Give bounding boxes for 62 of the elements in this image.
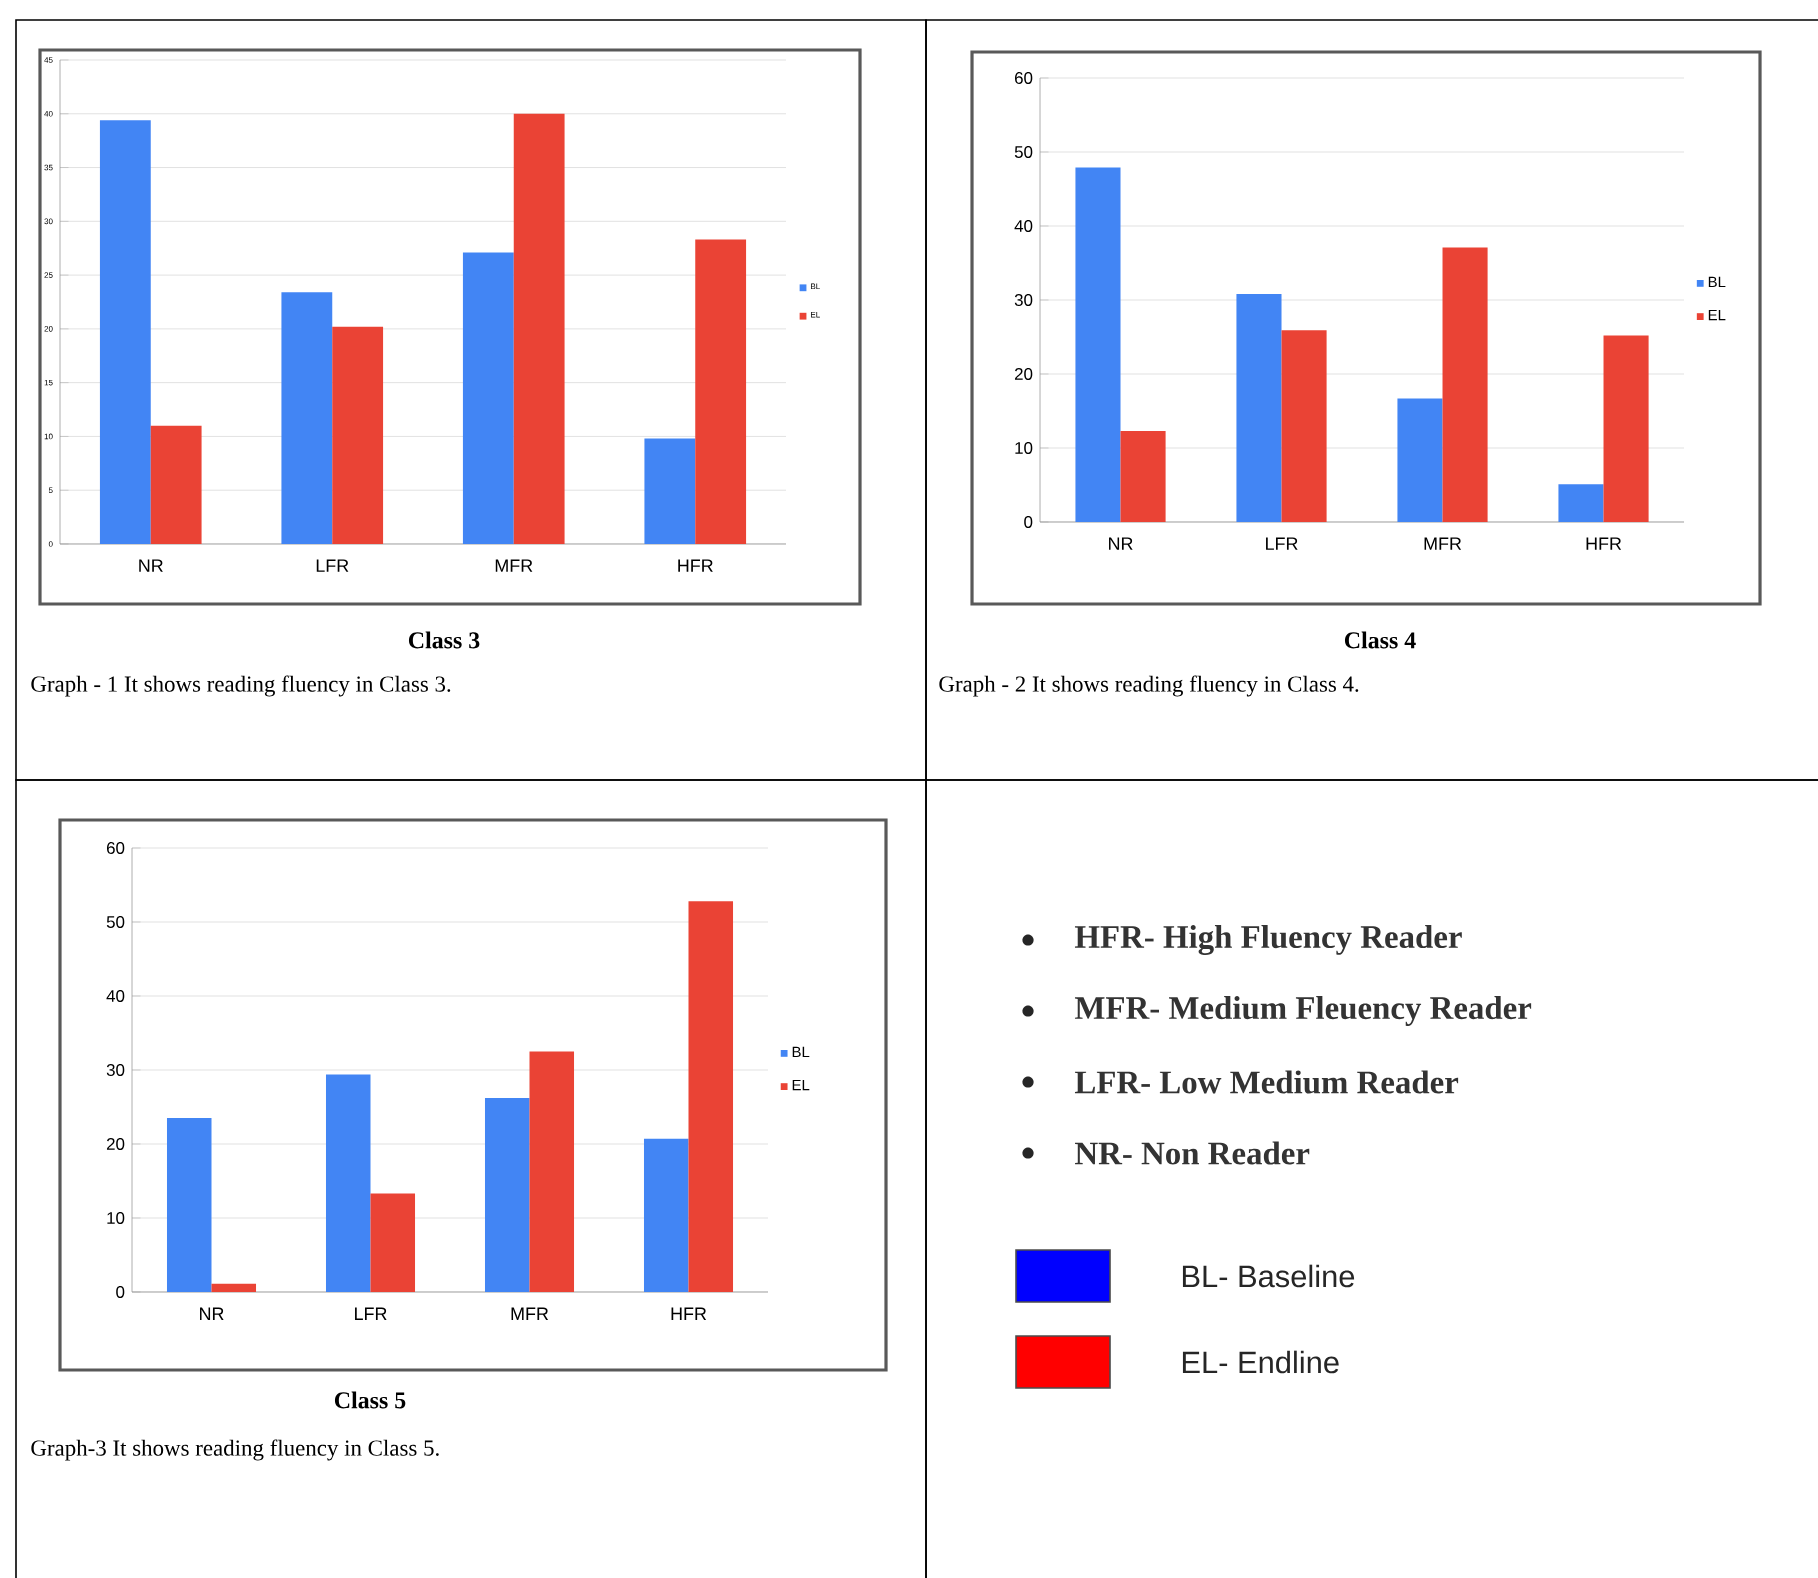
x-tick-label: MFR — [511, 1307, 549, 1320]
text: EL- Endline — [1182, 1350, 1339, 1374]
text: Graph - 2 It shows reading fluency in Class 4. — [939, 675, 1359, 697]
x-tick-label: HFR — [678, 559, 713, 572]
y-tick-label: 60 — [107, 842, 125, 854]
text: LFR- Low Medium Reader — [1074, 1070, 1459, 1094]
bar — [462, 252, 514, 544]
text: Graph-3 It shows reading fluency in Class 5. — [31, 1439, 439, 1461]
y-tick-label: 10 — [1015, 442, 1033, 454]
bar — [281, 292, 333, 544]
bar — [1442, 247, 1488, 522]
bar — [484, 1098, 530, 1292]
bar — [211, 1283, 257, 1292]
bar — [370, 1193, 416, 1292]
text: Graph - 1 It shows reading fluency in Class 3. — [31, 675, 451, 697]
bar — [150, 425, 202, 544]
bar — [1120, 430, 1166, 522]
text: HFR- High Fluency Reader — [1074, 924, 1462, 956]
bar — [1075, 167, 1121, 522]
x-tick-label: NR — [1109, 537, 1133, 550]
x-tick-label: NR — [139, 559, 163, 572]
x-tick-label: NR — [200, 1307, 224, 1320]
y-tick-label: 20 — [1014, 368, 1033, 380]
bar — [643, 1138, 689, 1292]
x-tick-label: LFR — [1266, 537, 1298, 550]
x-tick-label: LFR — [355, 1307, 387, 1320]
x-tick-label: MFR — [1424, 537, 1462, 550]
bar — [1236, 294, 1282, 522]
y-tick-label: 40 — [1014, 220, 1033, 232]
text: NR- Non Reader — [1075, 1141, 1310, 1165]
y-tick-label: 50 — [106, 916, 125, 928]
bar — [1281, 330, 1327, 522]
y-tick-label: 20 — [106, 1138, 125, 1150]
text: MFR- Medium Fleuency Reader — [1074, 996, 1532, 1026]
bar — [1397, 398, 1443, 522]
y-tick-label: 60 — [1015, 72, 1033, 84]
bar — [644, 438, 696, 544]
bar — [1558, 484, 1604, 522]
text: Class 5 — [334, 1391, 406, 1409]
y-tick-label: 0 — [1024, 516, 1033, 528]
bar — [166, 1118, 212, 1292]
y-tick-label: 30 — [106, 1064, 125, 1076]
x-tick-label: HFR — [671, 1307, 707, 1320]
bar — [513, 113, 565, 544]
bar — [688, 901, 734, 1292]
x-tick-label: HFR — [1586, 537, 1622, 550]
bar — [325, 1074, 371, 1292]
y-tick-label: 10 — [107, 1212, 125, 1224]
bar — [332, 326, 384, 544]
text: Class 4 — [1344, 631, 1416, 649]
bar — [695, 239, 747, 544]
text: Class 3 — [408, 631, 480, 649]
y-tick-label: 40 — [106, 990, 125, 1002]
text: BL- Baseline — [1182, 1264, 1355, 1288]
y-tick-label: 30 — [1014, 294, 1033, 306]
bar — [99, 120, 151, 544]
y-tick-label: 0 — [116, 1286, 125, 1298]
x-tick-label: LFR — [316, 559, 349, 572]
y-tick-label: 50 — [1014, 146, 1033, 158]
x-tick-label: MFR — [495, 559, 533, 572]
bar — [1603, 335, 1649, 522]
bar — [529, 1051, 575, 1292]
